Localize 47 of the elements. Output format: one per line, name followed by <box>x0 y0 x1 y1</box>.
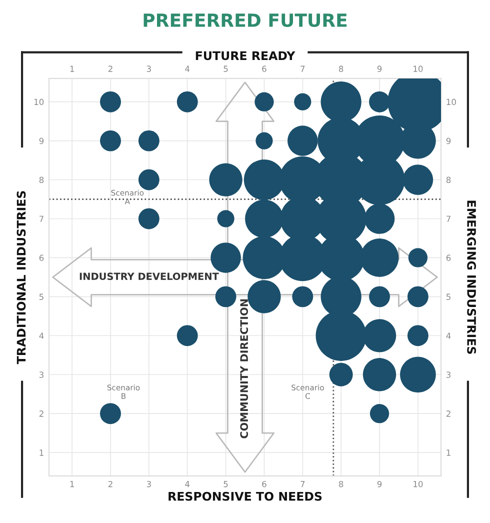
y2-tick-label: 10 <box>446 98 456 106</box>
y2-tick-label: 1 <box>446 450 450 456</box>
y2-tick-label: 5 <box>446 294 450 300</box>
y-tick-label: 8 <box>39 176 44 184</box>
x2-tick-label: 9 <box>377 66 382 72</box>
y2-tick-label: 4 <box>446 332 451 339</box>
x2-tick-label: 5 <box>224 66 228 72</box>
y-tick-label: 1 <box>40 450 44 456</box>
y-tick-label: 10 <box>34 98 44 106</box>
x-tick-label: 7 <box>300 481 305 488</box>
annotation: INDUSTRY DEVELOPMENT <box>80 272 219 280</box>
y2-tick-label: 2 <box>446 410 450 417</box>
y-axis-title: TRADITIONAL INDUSTRIES <box>16 191 26 364</box>
x-tick-label: 9 <box>377 480 382 488</box>
x-tick-label: 2 <box>108 480 112 488</box>
y2-tick-label: 6 <box>446 254 451 261</box>
x-tick-label: 1 <box>70 481 74 488</box>
x-tick-label: 5 <box>224 481 228 488</box>
chart-title: PREFERRED FUTURE <box>144 14 347 28</box>
y-tick-label: 3 <box>39 372 44 378</box>
x-tick-label: 6 <box>262 480 266 488</box>
x-tick-label: 4 <box>185 481 190 488</box>
x2-tick-label: 1 <box>70 66 74 72</box>
y-tick-label: 6 <box>39 254 44 261</box>
x2-tick-label: 2 <box>108 66 112 72</box>
x2-tick-label: 6 <box>262 66 266 72</box>
x2-tick-label: 8 <box>338 66 344 72</box>
x2-tick-label: 4 <box>185 66 190 72</box>
y2-tick-label: 8 <box>446 176 451 184</box>
x-tick-label: 3 <box>146 480 151 488</box>
annotation: COMMUNITY DIRECTION <box>240 299 248 438</box>
y-tick-label: 9 <box>39 138 44 144</box>
y2-tick-label: 7 <box>446 216 450 222</box>
x2-tick-label: 10 <box>414 66 423 72</box>
y2-axis-title: EMERGING INDUSTRIES <box>467 200 476 354</box>
y-tick-label: 7 <box>40 216 44 222</box>
y-tick-label: 4 <box>39 332 44 339</box>
x2-tick-label: 7 <box>300 66 305 72</box>
x-tick-label: 10 <box>414 480 423 488</box>
y2-tick-label: 9 <box>446 138 451 144</box>
x-axis-title: RESPONSIVE TO NEEDS <box>168 492 322 501</box>
y2-tick-label: 3 <box>446 372 450 378</box>
x-tick-label: 8 <box>338 480 344 488</box>
y-tick-label: 5 <box>39 294 44 300</box>
y-tick-label: 2 <box>39 410 44 417</box>
x2-axis-title: FUTURE READY <box>196 51 296 60</box>
x2-tick-label: 3 <box>146 66 151 72</box>
